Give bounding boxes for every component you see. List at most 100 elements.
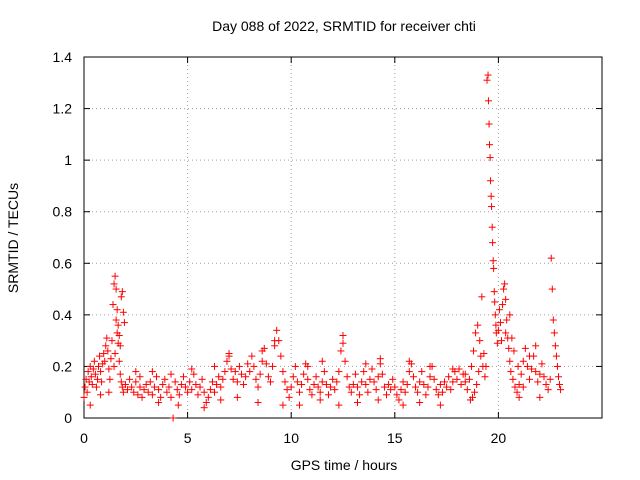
data-point — [475, 368, 483, 376]
data-point — [339, 339, 347, 347]
y-tick-label: 0.2 — [53, 358, 73, 374]
data-point — [97, 391, 105, 399]
data-point — [227, 365, 235, 373]
data-point — [148, 368, 156, 376]
data-point — [308, 391, 316, 399]
data-point — [155, 386, 163, 394]
data-point — [351, 370, 359, 378]
data-point — [213, 380, 221, 388]
data-point — [368, 365, 376, 373]
data-point — [117, 378, 125, 386]
data-point — [124, 386, 132, 394]
data-point — [467, 362, 475, 370]
data-point — [113, 306, 121, 314]
data-point — [231, 368, 239, 376]
data-point — [557, 386, 565, 394]
data-point — [416, 399, 424, 407]
data-point — [264, 373, 272, 381]
data-point — [273, 326, 281, 334]
data-point — [466, 396, 474, 404]
data-point — [219, 375, 227, 383]
data-point — [293, 378, 301, 386]
data-point — [510, 347, 518, 355]
x-axis-label: GPS time / hours — [291, 457, 398, 473]
data-point — [101, 357, 109, 365]
data-point — [112, 316, 120, 324]
data-point — [473, 380, 481, 388]
data-point — [507, 368, 515, 376]
y-tick-label: 0.4 — [53, 307, 73, 323]
data-point — [237, 370, 245, 378]
data-point — [378, 370, 386, 378]
data-point — [362, 360, 370, 368]
data-point — [546, 375, 554, 383]
data-point — [347, 388, 355, 396]
data-point — [418, 368, 426, 376]
data-point — [196, 383, 204, 391]
data-point — [542, 380, 550, 388]
data-point — [416, 378, 424, 386]
x-tick-label: 20 — [491, 430, 507, 446]
data-point — [486, 154, 494, 162]
data-point — [161, 375, 169, 383]
data-point — [349, 380, 357, 388]
data-point — [121, 380, 129, 388]
data-point — [405, 357, 413, 365]
data-point — [523, 362, 531, 370]
data-point — [532, 342, 540, 350]
data-point — [391, 383, 399, 391]
data-point — [455, 365, 463, 373]
data-point — [211, 362, 219, 370]
data-point — [339, 331, 347, 339]
data-point — [269, 362, 277, 370]
x-tick-label: 10 — [283, 430, 299, 446]
data-point — [81, 383, 89, 391]
data-point — [432, 386, 440, 394]
data-point — [134, 391, 142, 399]
data-point — [242, 373, 250, 381]
data-point — [256, 370, 264, 378]
data-point — [98, 378, 106, 386]
data-point — [277, 352, 285, 360]
data-point — [88, 380, 96, 388]
data-point — [223, 357, 231, 365]
data-point — [184, 388, 192, 396]
y-tick-label: 0.6 — [53, 255, 73, 271]
data-point — [190, 370, 198, 378]
data-point — [513, 388, 521, 396]
data-point — [487, 192, 495, 200]
data-point — [360, 368, 368, 376]
data-point — [287, 383, 295, 391]
data-point — [112, 285, 120, 293]
y-tick-label: 1.4 — [53, 49, 73, 65]
data-point — [142, 380, 150, 388]
data-point — [235, 362, 243, 370]
data-point — [498, 337, 506, 345]
data-point — [104, 347, 112, 355]
data-point — [281, 378, 289, 386]
data-point — [279, 401, 287, 409]
data-point — [329, 375, 337, 383]
data-point — [552, 352, 560, 360]
data-point — [544, 386, 552, 394]
data-point — [217, 396, 225, 404]
data-point — [114, 321, 122, 329]
data-point — [314, 383, 322, 391]
data-point — [102, 342, 110, 350]
data-point — [489, 239, 497, 247]
data-point — [140, 386, 148, 394]
data-point — [508, 334, 516, 342]
data-point — [343, 373, 351, 381]
data-point — [550, 329, 558, 337]
data-point — [109, 301, 117, 309]
data-point — [485, 141, 493, 149]
x-tick-label: 5 — [184, 430, 192, 446]
data-point — [91, 370, 99, 378]
data-point — [525, 375, 533, 383]
data-point — [511, 383, 519, 391]
data-point — [110, 280, 118, 288]
data-point — [262, 360, 270, 368]
data-point — [441, 378, 449, 386]
data-point — [327, 383, 335, 391]
